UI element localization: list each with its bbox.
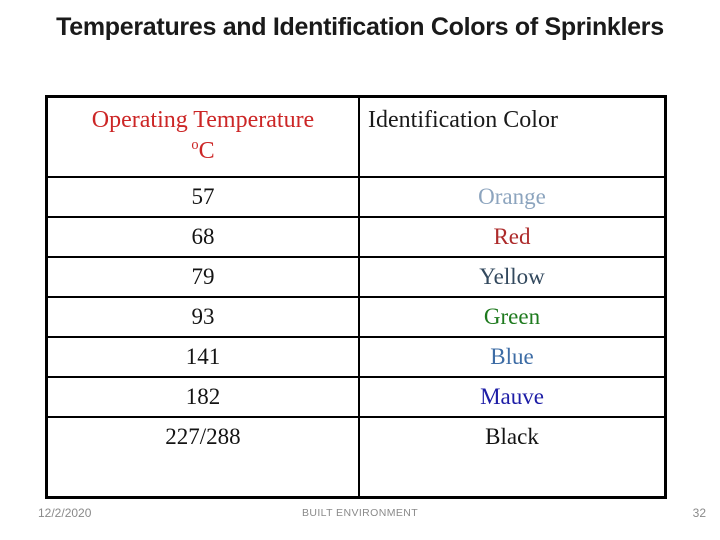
temperature-cell: 68 bbox=[48, 218, 360, 256]
header-temp-unit: oC bbox=[191, 138, 214, 164]
color-name-cell: Black bbox=[485, 424, 539, 449]
celsius-label: C bbox=[198, 138, 215, 164]
footer-center-text: BUILT ENVIRONMENT bbox=[301, 507, 419, 519]
degree-superscript: o bbox=[191, 137, 199, 153]
table-header-row: Operating Temperature oC Identification … bbox=[48, 98, 664, 178]
header-operating-temperature: Operating Temperature oC bbox=[48, 98, 360, 176]
table-row: 57 Orange bbox=[48, 178, 664, 218]
temperature-cell: 57 bbox=[48, 178, 360, 216]
temperature-cell: 79 bbox=[48, 258, 360, 296]
slide-footer: 12/2/2020 BUILT ENVIRONMENT 32 bbox=[0, 506, 720, 524]
table-row: 93 Green bbox=[48, 298, 664, 338]
footer-date: 12/2/2020 bbox=[38, 506, 92, 520]
table-row: 227/288 Black bbox=[48, 418, 664, 496]
table-row: 68 Red bbox=[48, 218, 664, 258]
color-name-cell: Blue bbox=[490, 344, 534, 369]
footer-page-number: 32 bbox=[692, 506, 706, 520]
table-row: 141 Blue bbox=[48, 338, 664, 378]
sprinkler-color-table: Operating Temperature oC Identification … bbox=[45, 95, 667, 499]
table-row: 182 Mauve bbox=[48, 378, 664, 418]
temperature-cell: 182 bbox=[48, 378, 360, 416]
temperature-cell: 93 bbox=[48, 298, 360, 336]
color-name-cell: Yellow bbox=[479, 264, 545, 289]
temperature-cell: 227/288 bbox=[48, 418, 360, 496]
sprinkler-table-body: 57 Orange 68 Red 79 Yellow 93 Green 141 … bbox=[48, 178, 664, 496]
header-temp-label: Operating Temperature bbox=[91, 107, 315, 133]
color-name-cell: Red bbox=[493, 224, 531, 249]
table-row: 79 Yellow bbox=[48, 258, 664, 298]
color-name-cell: Mauve bbox=[480, 384, 544, 409]
color-name-cell: Green bbox=[483, 304, 541, 329]
temperature-cell: 141 bbox=[48, 338, 360, 376]
color-name-cell: Orange bbox=[478, 184, 546, 209]
page-title: Temperatures and Identification Colors o… bbox=[56, 13, 664, 41]
header-identification-color: Identification Color bbox=[368, 107, 558, 133]
